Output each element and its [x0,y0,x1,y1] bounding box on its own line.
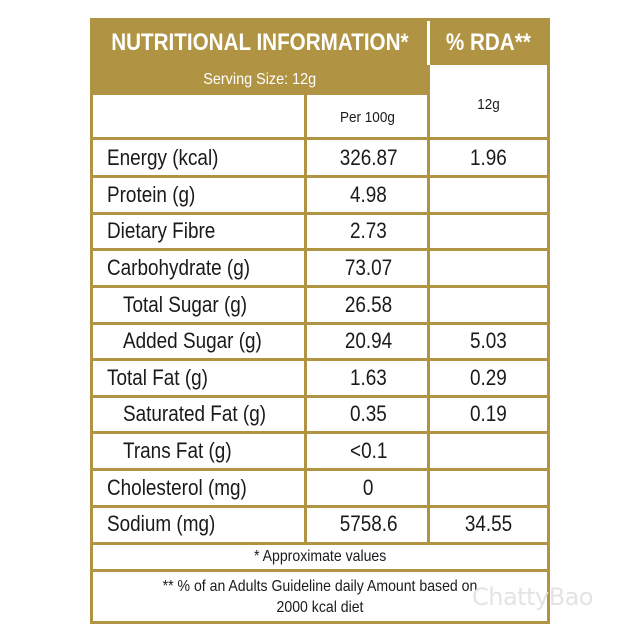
per100-value: 5758.6 [339,511,398,537]
nutrient-name: Added Sugar (g) [123,328,262,354]
grid-line [93,467,547,471]
title-header: NUTRITIONAL INFORMATION* [93,21,427,65]
per100-value: 20.94 [344,328,393,354]
per100-value: 0.35 [350,401,387,427]
nutrient-name: Protein (g) [107,181,196,207]
rda-value: 5.03 [470,328,507,354]
rda-header: % RDA** [430,21,547,65]
rda-value [430,286,547,323]
nutrient-name: Total Fat (g) [107,364,208,390]
per100-value: 26.58 [344,291,393,317]
watermark-text: ChattyBao [472,583,594,611]
nutrition-table: NUTRITIONAL INFORMATION* % RDA** Serving… [90,18,550,624]
nutrient-name: Total Sugar (g) [123,291,248,317]
grid-line [93,321,547,325]
rda-title: % RDA** [446,29,531,56]
grid-line [93,504,547,508]
grid-line [93,431,547,435]
per100-value: 73.07 [344,255,393,281]
rda-value [430,213,547,250]
rda-value: 1.96 [470,145,507,171]
grid-line [427,65,430,543]
nutrient-name: Sodium (mg) [107,511,216,537]
rda-value [430,177,547,214]
rda-value [430,433,547,470]
grid-line [304,92,307,543]
per100-header: Per 100g [339,109,395,126]
grid-line [93,541,547,545]
rda-serving-header: 12g [477,95,500,113]
nutrient-name: Energy (kcal) [107,145,219,171]
rda-value: 0.29 [470,364,507,390]
per100-value: 1.63 [350,364,387,390]
per100-value: 326.87 [339,145,398,171]
nutrient-name: Trans Fat (g) [123,438,232,464]
grid-line [93,211,547,215]
header-divider [427,21,430,65]
nutrient-name: Dietary Fibre [107,218,216,244]
approx-note: * Approximate values [253,548,387,565]
rda-value: 34.55 [464,511,513,537]
grid-line [93,175,547,179]
rda-value [430,250,547,287]
nutrient-name: Cholesterol (mg) [107,474,247,500]
guideline-note: ** % of an Adults Guideline daily Amount… [162,578,478,616]
per100-value: 4.98 [350,181,387,207]
grid-line [93,248,547,252]
rda-value [430,469,547,506]
table-title: NUTRITIONAL INFORMATION* [111,29,409,56]
nutrient-name: Carbohydrate (g) [107,255,251,281]
per100-value: <0.1 [349,438,388,464]
grid-line [93,569,547,572]
grid-line [93,358,547,362]
grid-line [93,284,547,288]
grid-line [93,137,547,140]
grid-line [93,92,427,95]
nutrient-name: Saturated Fat (g) [123,401,267,427]
grid-line [93,394,547,398]
rda-value: 0.19 [470,401,507,427]
serving-size-label: Serving Size: 12g [203,71,317,88]
per100-value: 2.73 [350,218,387,244]
serving-size-bar: Serving Size: 12g [93,65,427,95]
per100-value: 0 [363,474,374,500]
